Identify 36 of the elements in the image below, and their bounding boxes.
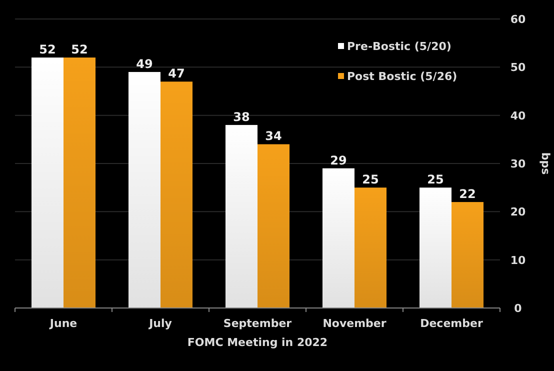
bar bbox=[225, 124, 258, 308]
x-tick-label: November bbox=[322, 317, 387, 330]
bar bbox=[258, 144, 290, 308]
bar bbox=[160, 82, 193, 308]
x-tick-label: December bbox=[420, 317, 484, 330]
x-tick-label: September bbox=[223, 317, 292, 330]
data-label: 47 bbox=[168, 66, 185, 81]
y-tick-label: 0 bbox=[514, 302, 522, 315]
data-label: 49 bbox=[136, 56, 153, 71]
y-tick-label: 10 bbox=[510, 254, 526, 267]
data-label: 38 bbox=[233, 110, 250, 124]
bar bbox=[354, 188, 387, 308]
y-tick-label: 30 bbox=[510, 158, 526, 170]
data-label: 22 bbox=[459, 187, 476, 202]
legend-label: Post Bostic (5/26) bbox=[347, 70, 458, 83]
bar bbox=[452, 202, 484, 308]
data-label: 25 bbox=[427, 172, 444, 187]
bar bbox=[128, 72, 160, 308]
x-tick-label: June bbox=[48, 317, 78, 330]
y-tick-label: 40 bbox=[510, 109, 526, 122]
y-tick-label: 60 bbox=[510, 13, 526, 26]
x-tick-label: July bbox=[148, 317, 172, 330]
legend-label: Pre-Bostic (5/20) bbox=[347, 40, 452, 53]
y-tick-label: 20 bbox=[510, 206, 526, 219]
x-axis-title: FOMC Meeting in 2022 bbox=[187, 336, 328, 349]
data-label: 29 bbox=[330, 153, 347, 168]
bar bbox=[31, 58, 64, 308]
data-label: 34 bbox=[265, 129, 282, 144]
bar bbox=[64, 58, 96, 308]
y-axis-title: bps bbox=[539, 152, 552, 176]
bar bbox=[322, 168, 354, 308]
bar bbox=[419, 188, 452, 308]
data-label: 25 bbox=[362, 172, 379, 187]
data-label: 52 bbox=[39, 42, 56, 57]
data-label: 52 bbox=[71, 42, 88, 57]
y-tick-label: 50 bbox=[510, 61, 526, 74]
